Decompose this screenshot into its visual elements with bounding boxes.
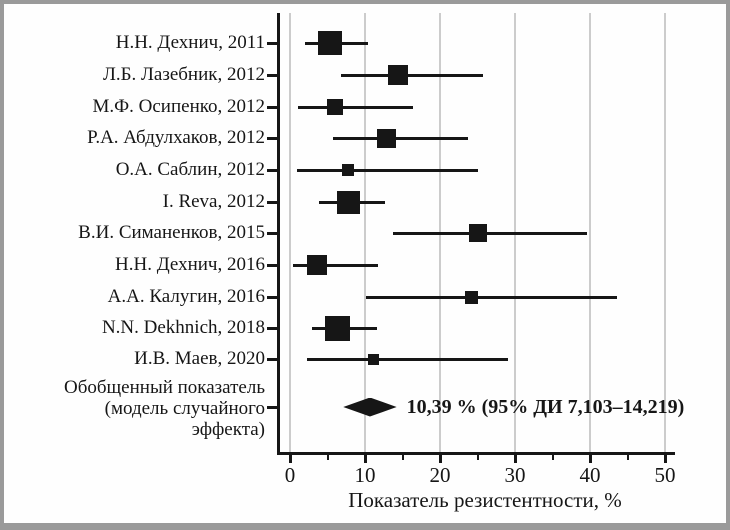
study-label: Н.Н. Дехнич, 2016 bbox=[115, 254, 265, 275]
study-label: Л.Б. Лазебник, 2012 bbox=[102, 64, 265, 85]
study-label: А.А. Калугин, 2016 bbox=[107, 286, 265, 307]
y-axis-tick bbox=[267, 74, 277, 77]
x-axis-major-tick bbox=[588, 452, 592, 463]
study-label: М.Ф. Осипенко, 2012 bbox=[92, 96, 265, 117]
confidence-interval-line bbox=[392, 231, 587, 235]
summary-label-line: эффекта) bbox=[191, 419, 265, 440]
point-estimate-square bbox=[337, 190, 360, 214]
summary-diamond bbox=[343, 397, 397, 417]
point-estimate-square bbox=[465, 290, 478, 304]
y-axis-tick bbox=[267, 296, 277, 299]
point-estimate-square bbox=[327, 99, 343, 115]
confidence-interval-line bbox=[365, 295, 617, 299]
y-axis-tick bbox=[267, 169, 277, 172]
x-axis-major-tick bbox=[438, 452, 442, 463]
confidence-interval-line bbox=[298, 105, 413, 109]
y-axis-tick bbox=[267, 42, 277, 45]
summary-label-line: (модель случайного bbox=[104, 398, 265, 419]
y-axis-line bbox=[277, 13, 280, 455]
x-axis-line bbox=[277, 452, 675, 455]
x-axis-minor-tick bbox=[626, 452, 629, 460]
study-label: I. Reva, 2012 bbox=[162, 191, 265, 212]
confidence-interval-line bbox=[332, 136, 468, 140]
y-axis-tick bbox=[267, 327, 277, 330]
point-estimate-square bbox=[377, 128, 397, 148]
point-estimate-square bbox=[317, 31, 342, 55]
y-axis-tick bbox=[267, 137, 277, 140]
study-label: В.И. Симаненков, 2015 bbox=[78, 222, 265, 243]
x-axis-tick-label: 50 bbox=[654, 463, 676, 487]
y-axis-tick bbox=[267, 406, 277, 409]
x-axis-tick-label: 10 bbox=[354, 463, 376, 487]
y-axis-tick bbox=[267, 232, 277, 235]
summary-annotation: 10,39 % (95% ДИ 7,103–14,219) bbox=[406, 396, 685, 418]
y-axis-tick bbox=[267, 106, 277, 109]
gridline bbox=[664, 13, 666, 452]
x-axis-minor-tick bbox=[326, 452, 329, 460]
x-axis-tick-label: 0 bbox=[284, 463, 296, 487]
x-axis-tick-label: 40 bbox=[579, 463, 601, 487]
x-axis-minor-tick bbox=[476, 452, 479, 460]
x-axis-minor-tick bbox=[401, 452, 404, 460]
x-axis-tick-label: 30 bbox=[504, 463, 526, 487]
x-axis-minor-tick bbox=[551, 452, 554, 460]
y-axis-tick bbox=[267, 358, 277, 361]
y-axis-tick bbox=[267, 201, 277, 204]
confidence-interval-line bbox=[293, 263, 378, 267]
x-axis-major-tick bbox=[363, 452, 367, 463]
gridline bbox=[364, 13, 366, 452]
summary-label-line: Обобщенный показатель bbox=[63, 377, 265, 398]
gridline bbox=[589, 13, 591, 452]
study-label: И.В. Маев, 2020 bbox=[134, 348, 265, 369]
study-label: Р.А. Абдулхаков, 2012 bbox=[87, 127, 265, 148]
point-estimate-square bbox=[341, 164, 354, 176]
x-axis-major-tick bbox=[288, 452, 292, 463]
confidence-interval-line bbox=[296, 168, 479, 172]
point-estimate-square bbox=[388, 65, 408, 85]
x-axis-major-tick bbox=[663, 452, 667, 463]
x-axis-tick-label: 20 bbox=[429, 463, 451, 487]
point-estimate-square bbox=[468, 224, 487, 242]
x-axis-major-tick bbox=[513, 452, 517, 463]
point-estimate-square bbox=[324, 315, 350, 341]
gridline bbox=[289, 13, 291, 452]
y-axis-tick bbox=[267, 264, 277, 267]
point-estimate-square bbox=[367, 353, 379, 365]
study-label: О.А. Саблин, 2012 bbox=[115, 159, 265, 180]
confidence-interval-line bbox=[307, 357, 509, 361]
study-label: N.N. Dekhnich, 2018 bbox=[101, 317, 265, 338]
summary-label: Обобщенный показатель (модель случайного э… bbox=[64, 377, 265, 440]
study-label: Н.Н. Дехнич, 2011 bbox=[115, 32, 265, 53]
x-axis-title: Показатель резистентности, % bbox=[348, 488, 622, 512]
point-estimate-square bbox=[307, 255, 327, 275]
confidence-interval-line bbox=[341, 73, 483, 77]
